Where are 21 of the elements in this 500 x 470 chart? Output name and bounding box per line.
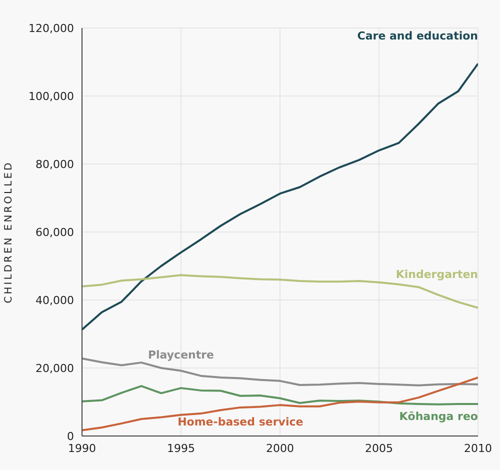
y-tick-label: 20,000 [36, 362, 74, 375]
y-tick-label: 40,000 [36, 294, 74, 307]
series-label: Kindergarten [396, 268, 478, 281]
series-label: Home-based service [178, 415, 304, 428]
y-tick-label: 0 [67, 430, 74, 443]
y-axis-title: CHILDREN ENROLLED [4, 160, 15, 304]
x-tick-label: 1995 [167, 442, 195, 455]
x-tick-label: 1990 [68, 442, 96, 455]
series-label: Kōhanga reo [399, 410, 478, 424]
line-series [82, 385, 478, 406]
x-tick-label: 2010 [464, 442, 492, 455]
series-label: Playcentre [148, 348, 214, 362]
line-series [82, 376, 478, 432]
y-tick-label: 60,000 [36, 226, 74, 239]
series-label: Care and education [357, 30, 478, 43]
y-tick-label: 80,000 [36, 158, 74, 171]
y-tick-label: 120,000 [28, 22, 74, 35]
line-series [82, 62, 478, 331]
x-tick-label: 2005 [365, 442, 393, 455]
y-tick-label: 100,000 [28, 90, 74, 103]
x-tick-label: 2000 [266, 442, 294, 455]
